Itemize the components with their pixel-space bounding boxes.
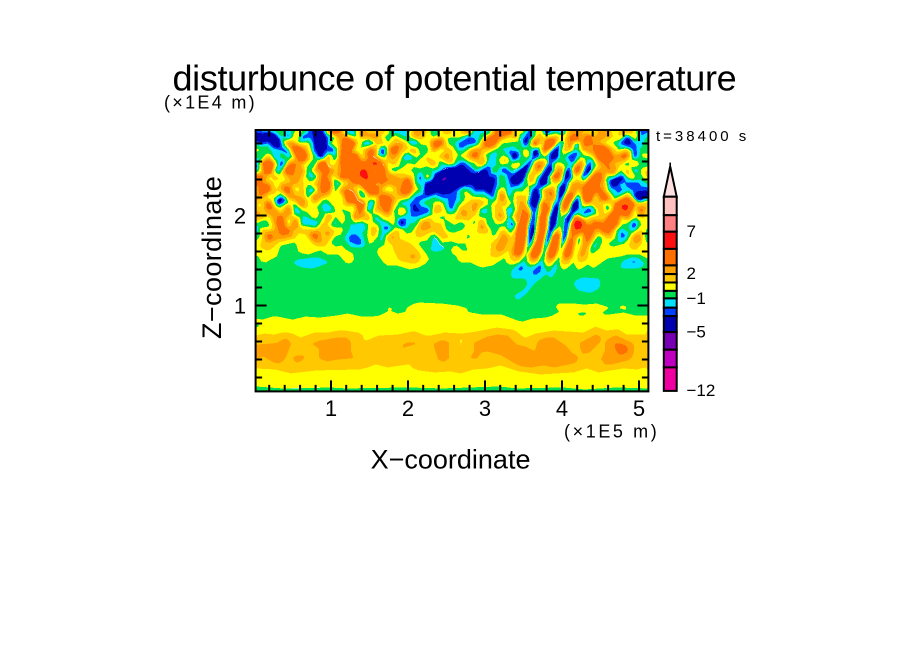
svg-text:2: 2 bbox=[402, 396, 414, 421]
svg-text:X−coordinate: X−coordinate bbox=[371, 445, 531, 475]
svg-text:7: 7 bbox=[687, 222, 696, 241]
svg-text:4: 4 bbox=[556, 396, 568, 421]
svg-text:2: 2 bbox=[234, 203, 246, 228]
svg-text:t=38400 s: t=38400 s bbox=[656, 128, 749, 145]
svg-text:(×1E4 m): (×1E4 m) bbox=[164, 93, 257, 113]
svg-text:2: 2 bbox=[687, 264, 696, 283]
svg-text:Z−coordinate: Z−coordinate bbox=[197, 176, 227, 339]
svg-text:−12: −12 bbox=[687, 381, 716, 400]
svg-text:3: 3 bbox=[479, 396, 491, 421]
svg-text:(×1E5 m): (×1E5 m) bbox=[564, 422, 659, 442]
svg-text:−1: −1 bbox=[687, 289, 706, 308]
svg-text:1: 1 bbox=[234, 293, 246, 318]
svg-text:5: 5 bbox=[633, 396, 645, 421]
svg-text:−5: −5 bbox=[687, 323, 706, 342]
svg-text:1: 1 bbox=[325, 396, 337, 421]
svg-text:disturbunce of potential tempe: disturbunce of potential temperature bbox=[173, 57, 737, 98]
